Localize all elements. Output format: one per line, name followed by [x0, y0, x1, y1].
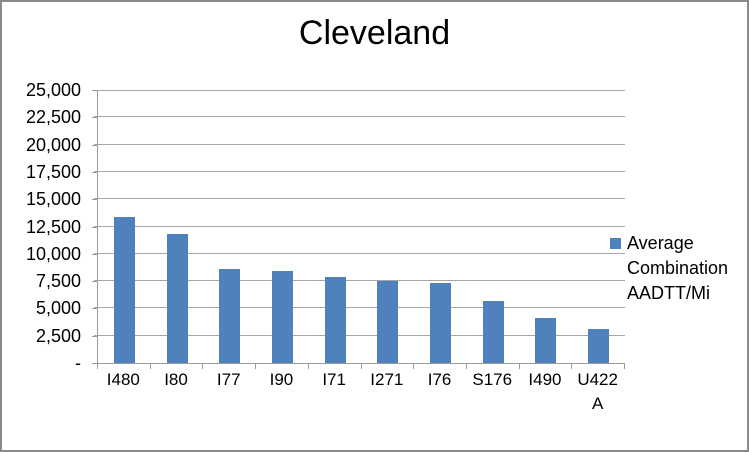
x-axis-label-line: I90	[269, 370, 294, 389]
x-axis-label-line: I71	[322, 370, 346, 389]
y-axis-label: 20,000	[25, 135, 81, 155]
gridline	[94, 171, 625, 172]
legend: Average Combination AADTT/Mi	[610, 231, 728, 306]
y-axis-tick	[92, 227, 98, 228]
y-axis-label: 5,000	[35, 298, 81, 318]
gridline	[94, 280, 625, 281]
x-axis-label-line: I77	[216, 370, 241, 389]
y-axis-label: 10,000	[25, 244, 81, 264]
y-axis-tick	[92, 199, 98, 200]
x-axis-label-line: I490	[528, 370, 562, 389]
legend-series-label: Average Combination AADTT/Mi	[627, 231, 728, 306]
x-axis-label: I480	[97, 368, 150, 392]
x-axis-tick	[150, 364, 151, 369]
bar	[271, 271, 293, 363]
x-axis-tick	[624, 364, 625, 369]
y-axis-label: 15,000	[25, 189, 81, 209]
y-axis-tick	[92, 281, 98, 282]
x-axis-tick	[571, 364, 572, 369]
x-axis-label-line: S176	[472, 370, 513, 389]
x-axis-tick	[202, 364, 203, 369]
plot-area	[94, 90, 625, 364]
x-axis-label-line: U422	[577, 370, 618, 389]
x-axis-tick	[466, 364, 467, 369]
y-axis-tick	[92, 336, 98, 337]
gridline	[94, 226, 625, 227]
x-axis-label-line: I271	[370, 370, 404, 389]
gridline	[94, 198, 625, 199]
y-axis-label: -	[75, 353, 81, 373]
legend-label-line: Average	[627, 233, 694, 253]
y-axis-tick	[92, 117, 98, 118]
bar	[166, 234, 188, 363]
gridline	[94, 253, 625, 254]
x-axis-tick	[413, 364, 414, 369]
x-axis-label: I490	[519, 368, 572, 392]
gridline	[94, 144, 625, 145]
legend-label-line: Combination	[627, 258, 729, 278]
bar	[377, 281, 399, 363]
x-axis-label: I90	[255, 368, 308, 392]
y-axis-label: 25,000	[25, 80, 81, 100]
y-axis-label: 22,500	[25, 107, 81, 127]
x-axis-tick	[97, 364, 98, 369]
bar	[535, 318, 557, 363]
x-axis-label: I77	[202, 368, 255, 392]
legend-series-marker-icon	[610, 238, 621, 249]
y-axis-label: 2,500	[35, 326, 81, 346]
y-axis-tick	[92, 363, 98, 364]
y-axis-label: 17,500	[25, 162, 81, 182]
y-axis-label: 7,500	[35, 271, 81, 291]
x-axis-label: I76	[413, 368, 466, 392]
bar	[324, 277, 346, 363]
legend-label-line: AADTT/Mi	[627, 283, 710, 303]
y-axis-tick	[92, 172, 98, 173]
x-axis-label-line: I80	[164, 370, 188, 389]
gridline	[94, 90, 625, 91]
bar	[430, 283, 452, 363]
bar	[482, 301, 504, 363]
x-axis-tick	[519, 364, 520, 369]
x-axis-label: I271	[361, 368, 414, 392]
gridline	[94, 307, 625, 308]
x-axis-label-line: I76	[427, 370, 452, 389]
bar	[113, 217, 135, 363]
x-axis-label-line: A	[591, 394, 604, 413]
bar	[219, 269, 241, 363]
x-axis-label-line: I480	[106, 370, 140, 389]
gridline	[94, 335, 625, 336]
y-axis-tick	[92, 145, 98, 146]
y-axis-tick	[92, 90, 98, 91]
x-axis-label: I71	[308, 368, 361, 392]
y-axis-tick	[92, 254, 98, 255]
y-axis-label: 12,500	[25, 217, 81, 237]
bar	[588, 329, 610, 363]
x-axis-tick	[308, 364, 309, 369]
x-axis-label: S176	[466, 368, 519, 392]
x-axis-label: I80	[150, 368, 203, 392]
x-axis-tick	[361, 364, 362, 369]
x-axis-label: U422 A	[571, 368, 624, 416]
chart-title: Cleveland	[298, 14, 451, 52]
x-axis-tick	[255, 364, 256, 369]
gridline	[94, 116, 625, 117]
y-axis-tick	[92, 308, 98, 309]
